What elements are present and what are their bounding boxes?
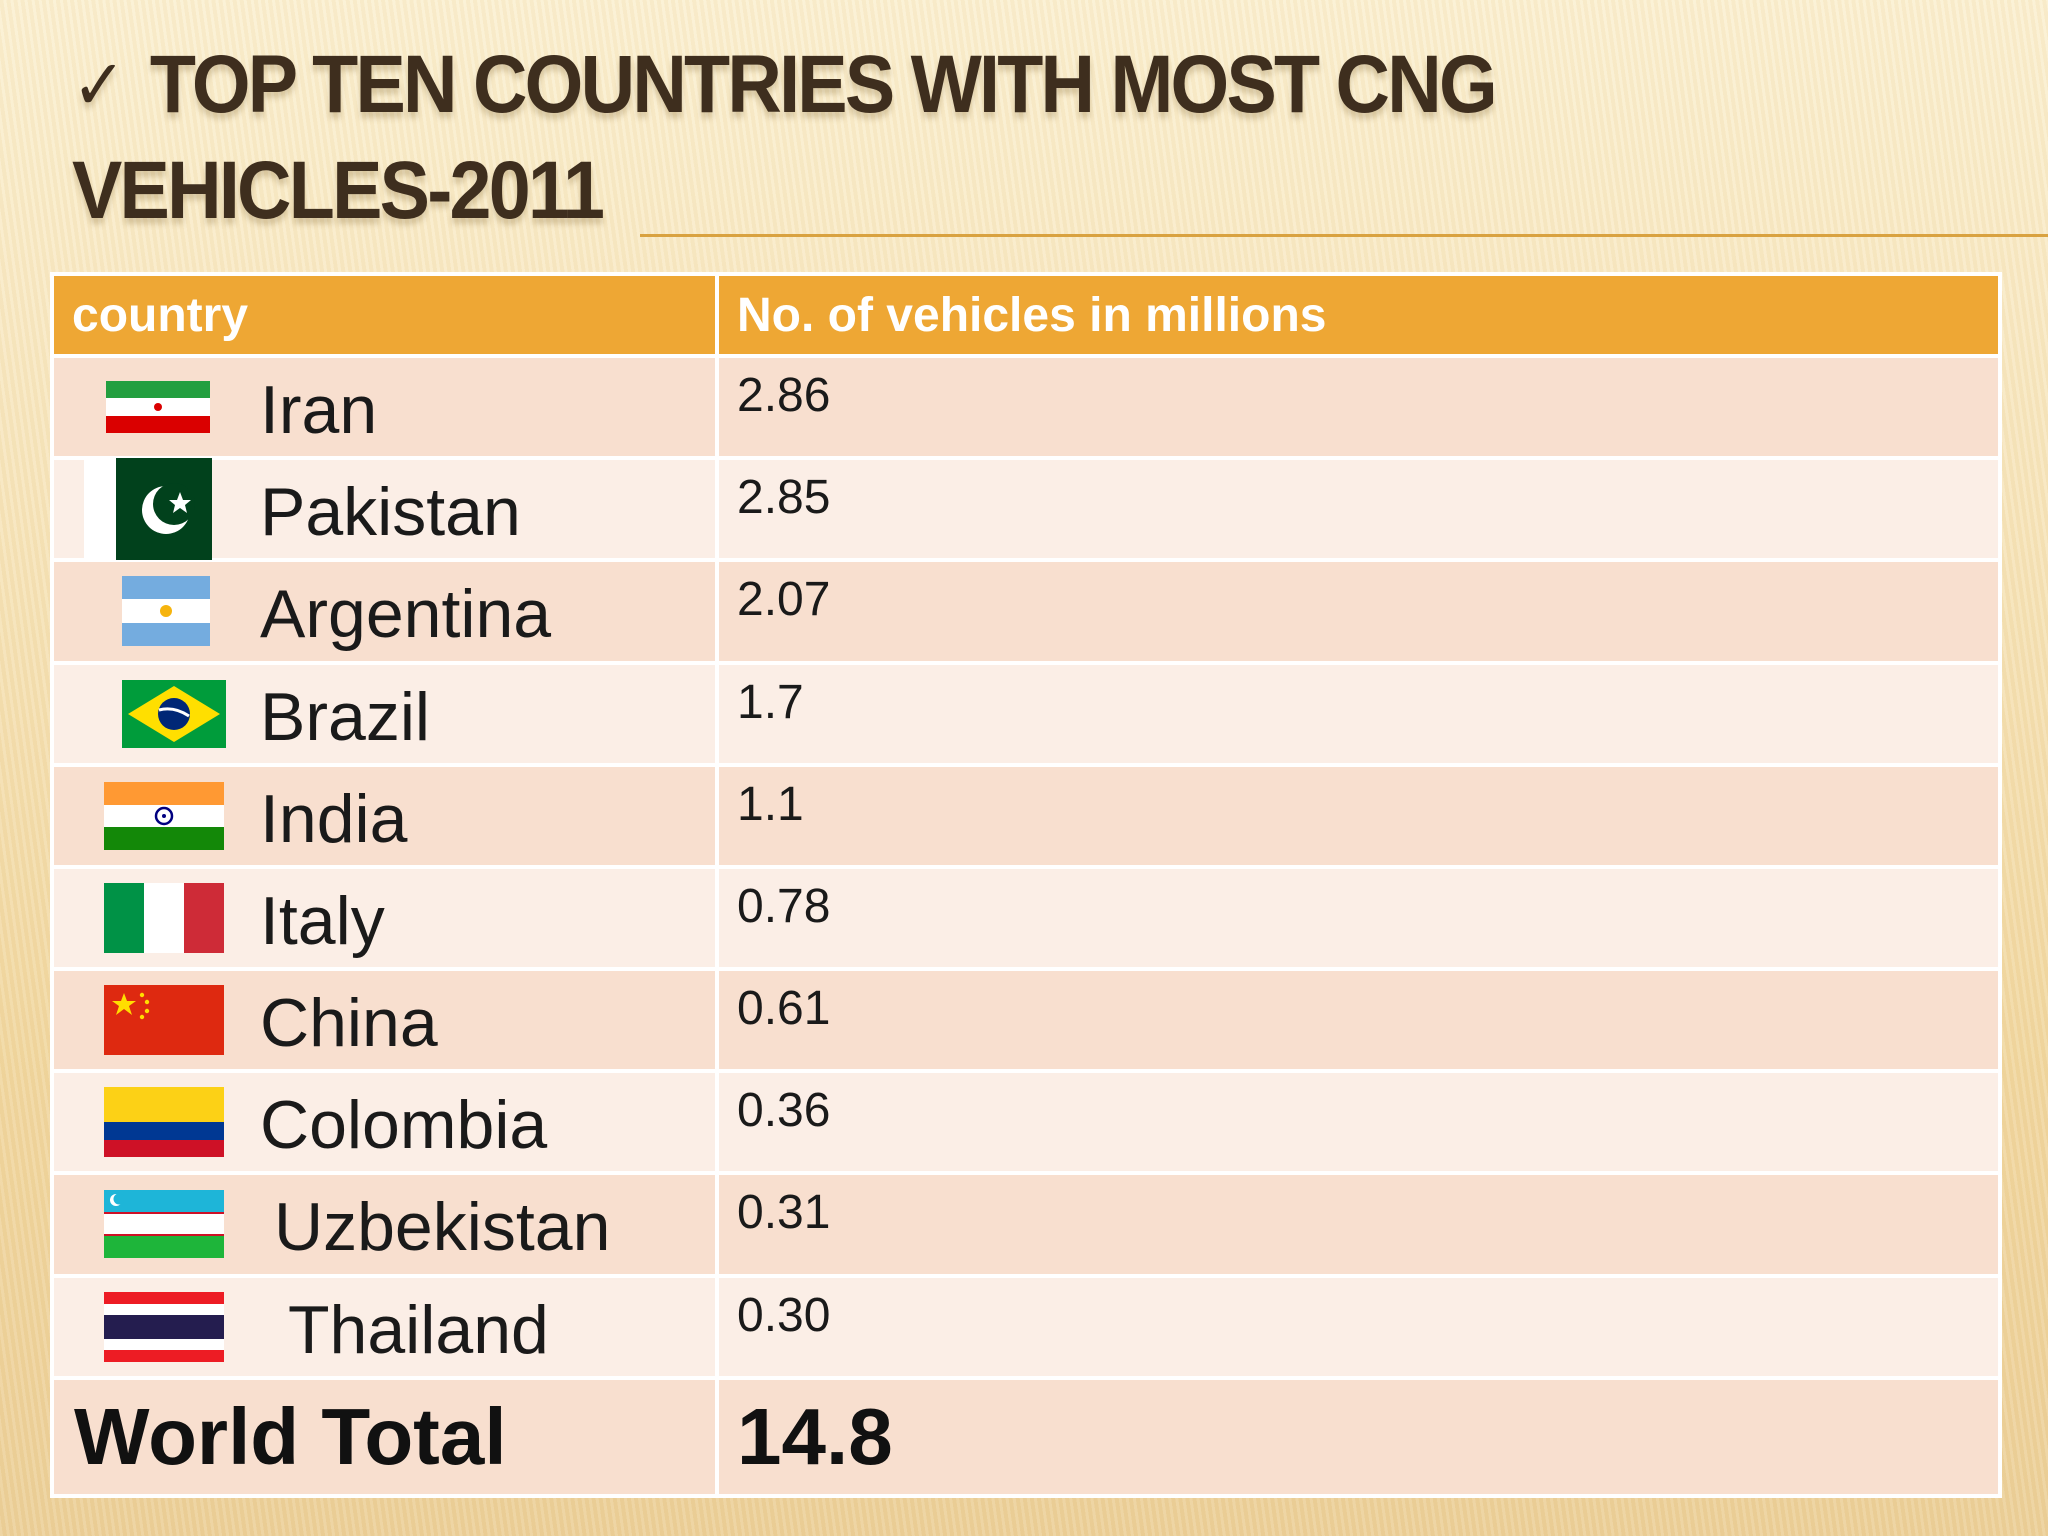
header-country: country: [50, 272, 719, 358]
total-label-cell: World Total: [50, 1375, 719, 1499]
table-header-row: country No. of vehicles in millions: [50, 272, 2002, 358]
value-cell: 0.30: [715, 1273, 2002, 1380]
value-cell: 2.07: [715, 558, 2002, 665]
country-name: India: [260, 780, 408, 857]
table-row: China 0.61: [50, 967, 2002, 1074]
thailand-flag-icon: [104, 1291, 224, 1362]
vehicle-count: 2.86: [737, 369, 831, 422]
total-value-cell: 14.8: [715, 1375, 2002, 1499]
country-cell: Argentina: [50, 558, 719, 665]
country-cell: Brazil: [50, 660, 719, 767]
table-row: Iran 2.86: [50, 353, 2002, 461]
india-flag-icon: [104, 781, 224, 850]
vehicle-count: 0.30: [737, 1288, 831, 1342]
title-divider: [640, 234, 2048, 237]
china-flag-icon: [104, 985, 224, 1056]
value-cell: 0.31: [715, 1171, 2002, 1278]
vehicle-count: 0.61: [737, 982, 831, 1036]
country-cell: China: [50, 967, 719, 1074]
value-cell: 2.86: [715, 353, 2002, 461]
value-cell: 2.85: [715, 456, 2002, 563]
country-cell: Uzbekistan: [50, 1171, 719, 1278]
country-name: Italy: [260, 883, 385, 960]
cng-table-container: country No. of vehicles in millions: [50, 272, 2002, 1499]
table-row: Colombia 0.36: [50, 1069, 2002, 1176]
vehicle-count: 0.31: [737, 1186, 831, 1240]
country-name: Iran: [260, 372, 378, 449]
table-row: Thailand 0.30: [50, 1273, 2002, 1380]
total-value: 14.8: [737, 1391, 893, 1481]
country-name: China: [260, 985, 438, 1062]
country-cell: Italy: [50, 864, 719, 972]
slide-title: ✓ Top ten countries with most CNG vehicle…: [72, 32, 1636, 244]
brazil-flag-icon: [122, 679, 226, 748]
table-row: Uzbekistan 0.31: [50, 1171, 2002, 1278]
country-name: Thailand: [288, 1291, 549, 1368]
value-cell: 1.1: [715, 762, 2002, 869]
cng-vehicles-table: country No. of vehicles in millions: [50, 272, 2002, 1499]
value-cell: 0.36: [715, 1069, 2002, 1176]
table-row: India 1.1: [50, 762, 2002, 869]
vehicle-count: 0.36: [737, 1084, 831, 1138]
vehicle-count: 2.85: [737, 471, 831, 525]
table-row: Italy 0.78: [50, 864, 2002, 972]
vehicle-count: 1.7: [737, 675, 804, 729]
vehicle-count: 0.78: [737, 879, 831, 933]
country-name: Uzbekistan: [274, 1189, 611, 1266]
country-name: Colombia: [260, 1087, 548, 1164]
country-cell: Thailand: [50, 1273, 719, 1380]
table-row: Argentina 2.07: [50, 558, 2002, 665]
country-cell: Iran: [50, 353, 719, 461]
country-cell: India: [50, 762, 719, 869]
colombia-flag-icon: [104, 1087, 224, 1158]
table-row: Pakistan 2.85: [50, 456, 2002, 563]
country-cell: Pakistan: [50, 456, 719, 563]
vehicle-count: 2.07: [737, 573, 831, 627]
slide-title-line1: Top ten countries with most CNG: [149, 39, 1498, 130]
uzbekistan-flag-icon: [104, 1190, 224, 1259]
iran-flag-icon: [106, 381, 210, 434]
country-cell: Colombia: [50, 1069, 719, 1176]
country-name: Pakistan: [260, 474, 521, 551]
table-total-row: World Total 14.8: [50, 1375, 2002, 1499]
country-name: Argentina: [260, 576, 552, 653]
argentina-flag-icon: [122, 576, 210, 647]
checkmark-icon: ✓: [72, 44, 126, 126]
vehicle-count: 1.1: [737, 777, 804, 831]
header-vehicles: No. of vehicles in millions: [715, 272, 2002, 358]
total-label: World Total: [74, 1391, 507, 1481]
pakistan-flag-icon: [84, 458, 212, 561]
value-cell: 1.7: [715, 660, 2002, 767]
italy-flag-icon: [104, 882, 224, 953]
country-name: Brazil: [260, 678, 431, 755]
slide-title-line2: vehicles-2011: [72, 145, 605, 236]
value-cell: 0.61: [715, 967, 2002, 1074]
value-cell: 0.78: [715, 864, 2002, 972]
table-row: Brazil 1.7: [50, 660, 2002, 767]
